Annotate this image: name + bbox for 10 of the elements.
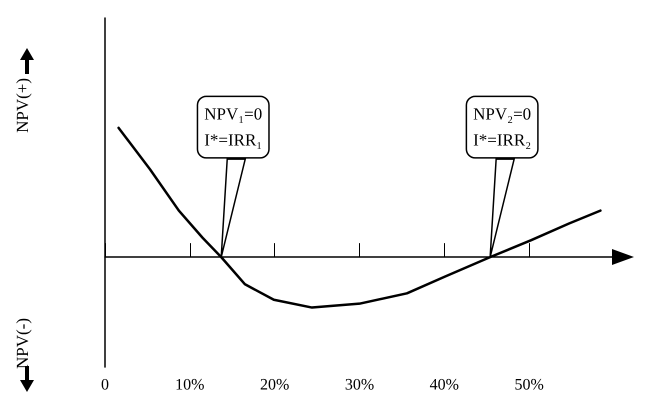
- x-tick-label: 30%: [344, 376, 374, 394]
- x-tick-label: 10%: [175, 376, 204, 394]
- x-tick-label: 50%: [514, 376, 544, 394]
- x-tick-label: 40%: [430, 376, 459, 394]
- text: NPV(-): [13, 318, 32, 369]
- x-tick-label: 20%: [260, 376, 290, 394]
- annotation: NPV₂=0 I*=IRR₂: [473, 104, 532, 150]
- y-axis-title: NPV(+): [13, 78, 32, 133]
- x-tick-label: 0: [101, 376, 109, 394]
- annotation: NPV₁=0 I*=IRR₁: [204, 104, 262, 150]
